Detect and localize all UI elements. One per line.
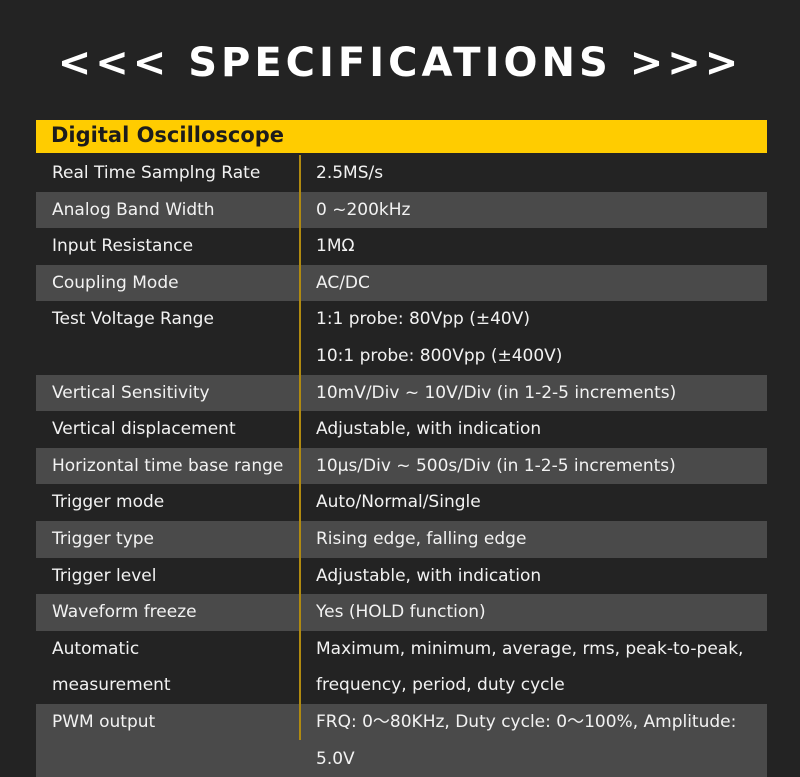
spec-value: FRQ: 0～80KHz, Duty cycle: 0～100%, Amplit…: [316, 711, 737, 769]
spec-value: 10:1 probe: 800Vpp (±400V): [316, 345, 563, 366]
table-row: Vertical displacement Adjustable, with in…: [36, 411, 767, 448]
spec-value: Adjustable, with indication: [316, 419, 542, 440]
spec-value-cell: Auto/Normal/Single: [300, 484, 767, 521]
spec-value-cell: 1MΩ: [300, 228, 767, 265]
spec-label: PWM output: [52, 711, 156, 732]
spec-value-cell: 10μs/Div ~ 500s/Div (in 1-2-5 increments…: [300, 448, 767, 485]
spec-value-cell: Rising edge, falling edge: [300, 521, 767, 558]
spec-label: Real Time Samplng Rate: [52, 163, 261, 183]
spec-value-cell: AC/DC: [300, 265, 767, 302]
spec-label: Vertical Sensitivity: [52, 382, 210, 403]
spec-value-cell: Adjustable, with indication: [300, 558, 767, 595]
spec-label: Vertical displacement: [52, 419, 236, 440]
spec-value: 1:1 probe: 80Vpp (±40V): [316, 309, 530, 330]
spec-value: 10μs/Div ~ 500s/Div (in 1-2-5 increments…: [316, 455, 676, 476]
spec-label: Trigger mode: [52, 492, 165, 513]
spec-value: 1MΩ: [316, 236, 355, 257]
spec-value-cell: FRQ: 0～80KHz, Duty cycle: 0～100%, Amplit…: [300, 704, 767, 777]
spec-label: Coupling Mode: [52, 272, 179, 293]
table-row: Trigger mode Auto/Normal/Single: [36, 484, 767, 521]
spec-label: Test Voltage Range: [52, 309, 214, 330]
spec-value: AC/DC: [316, 272, 370, 293]
table-row: Input Resistance 1MΩ: [36, 228, 767, 265]
column-divider: [299, 155, 301, 740]
table-row: Trigger level Adjustable, with indication: [36, 558, 767, 595]
spec-label: Analog Band Width: [52, 199, 215, 220]
table-row: Analog Band Width 0 ~200kHz: [36, 191, 767, 229]
spec-value: Rising edge, falling edge: [316, 528, 527, 549]
page-title: <<< SPECIFICATIONS >>>: [57, 40, 743, 86]
table-row: Automatic measurement Maximum, minimum, a…: [36, 631, 767, 704]
spec-value: Maximum, minimum, average, rms, peak-to-…: [316, 638, 744, 659]
spec-value-cell: 0 ~200kHz: [300, 192, 767, 229]
table-row: Waveform freeze Yes (HOLD function): [36, 594, 767, 631]
spec-value-cell: 2.5MS/s: [300, 155, 767, 192]
spec-label: Waveform freeze: [52, 602, 197, 623]
spec-value-cell: Yes (HOLD function): [300, 594, 767, 631]
table-row: Coupling Mode AC/DC: [36, 264, 767, 302]
spec-label: Horizontal time base range: [52, 455, 284, 476]
table-row: Real Time Samplng Rate 2.5MS/s: [36, 155, 767, 192]
spec-table: Real Time Samplng Rate 2.5MS/s Analog Band…: [36, 155, 767, 777]
spec-label: Trigger level: [52, 565, 157, 586]
table-row: PWM output FRQ: 0～80KHz, Duty cycle: 0～10…: [36, 703, 767, 777]
spec-label: Input Resistance: [52, 236, 194, 257]
spec-label: Trigger type: [52, 528, 155, 549]
spec-value-cell: Adjustable, with indication: [300, 411, 767, 448]
spec-value: Auto/Normal/Single: [316, 492, 481, 513]
table-row: Trigger type Rising edge, falling edge: [36, 520, 767, 558]
spec-label: Automatic measurement: [52, 638, 171, 696]
section-header: Digital Oscilloscope: [36, 120, 767, 153]
spec-value-cell: 1:1 probe: 80Vpp (±40V) 10:1 probe: 800Vp…: [300, 301, 767, 374]
spec-value: 0 ~200kHz: [316, 199, 411, 220]
table-row: Test Voltage Range 1:1 probe: 80Vpp (±40V…: [36, 301, 767, 374]
spec-value: Adjustable, with indication: [316, 565, 542, 586]
spec-value-cell: 10mV/Div ~ 10V/Div (in 1-2-5 increments): [300, 375, 767, 412]
spec-value-cell: Maximum, minimum, average, rms, peak-to-…: [300, 631, 767, 704]
spec-value: frequency, period, duty cycle: [316, 675, 565, 696]
table-row: Horizontal time base range 10μs/Div ~ 500…: [36, 447, 767, 485]
table-row: Vertical Sensitivity 10mV/Div ~ 10V/Div (…: [36, 374, 767, 412]
spec-value: 2.5MS/s: [316, 163, 384, 183]
spec-value: Yes (HOLD function): [316, 602, 486, 623]
spec-value: 10mV/Div ~ 10V/Div (in 1-2-5 increments): [316, 382, 677, 403]
